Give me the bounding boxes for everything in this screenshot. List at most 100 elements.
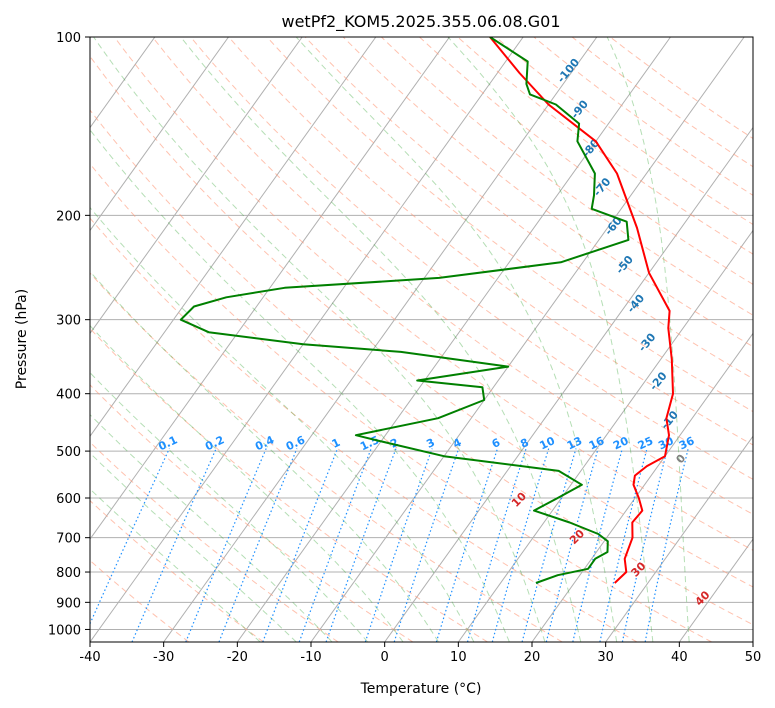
mixing-ratio-line: [466, 448, 527, 642]
mixing-ratio-label: 10: [538, 434, 558, 452]
moist-adiabat: [90, 206, 475, 642]
moist-adiabat: [90, 452, 297, 642]
y-tick-label: 800: [56, 566, 81, 581]
y-tick-label: 300: [56, 314, 81, 329]
dry-adiabat: [533, 37, 753, 196]
dry-adiabat: [90, 327, 488, 642]
x-tick-label: 20: [524, 650, 541, 665]
isotherm--30: [163, 37, 598, 642]
temperature-profile: [489, 37, 674, 584]
moist-adiabat: [90, 488, 261, 642]
mixing-ratio-line: [572, 448, 623, 642]
isotherm-0: [384, 126, 753, 642]
mixing-ratio-label: 20: [611, 434, 631, 452]
dry-adiabat: [571, 37, 753, 168]
x-tick-label: 50: [745, 650, 762, 665]
mixing-ratio-line: [325, 448, 397, 642]
dry-adiabat: [342, 37, 753, 348]
x-tick-label: -40: [79, 650, 100, 665]
mixing-ratio-line: [521, 448, 577, 642]
mixing-ratio-line: [218, 448, 298, 642]
moist-adiabat-label: -30: [636, 330, 659, 354]
mixing-ratio-label: 36: [677, 434, 697, 452]
moist-adiabat: [90, 324, 404, 642]
moist-adiabat: [295, 37, 618, 642]
isotherm--60: [90, 37, 377, 438]
mixing-ratio-line: [262, 448, 339, 642]
isotherm--80: [90, 37, 229, 232]
x-tick-label: 10: [450, 650, 467, 665]
background-lines: [0, 37, 753, 642]
mixing-ratio-line: [599, 448, 648, 642]
mixing-ratio-label: 30: [656, 434, 676, 452]
x-tick-label: -20: [227, 650, 248, 665]
dry-adiabat: [609, 37, 753, 140]
dry-adiabat: [266, 37, 753, 413]
mixing-ratio-label: 0.6: [284, 433, 307, 453]
mixing-ratio-line: [90, 448, 170, 626]
mixing-ratio-label: 1: [330, 436, 342, 451]
mixing-ratio-line: [491, 448, 550, 642]
axes: -40 -30 -20 -10 0 10 20 30 40 5010020030040050060…: [48, 31, 761, 665]
dry-adiabat: [90, 441, 339, 642]
mixing-ratio-line: [435, 448, 499, 642]
mixing-ratio-label: 13: [565, 434, 584, 452]
dry-adiabat-label: 40: [693, 588, 713, 608]
mixing-ratio-label: 6: [490, 436, 503, 451]
dry-adiabat: [90, 384, 414, 642]
x-tick-label: -10: [300, 650, 321, 665]
x-tick-label: 0: [381, 650, 389, 665]
dry-adiabat: [381, 37, 753, 316]
mixing-ratio-label: 0.2: [203, 433, 226, 453]
y-tick-label: 400: [56, 388, 81, 403]
y-tick-label: 100: [56, 31, 81, 46]
mixing-ratio-line: [644, 448, 689, 642]
isotherm--100: [0, 37, 81, 642]
moist-adiabat: [90, 129, 510, 642]
dry-adiabat: [495, 37, 753, 226]
mixing-ratio-line: [185, 448, 267, 642]
dry-adiabat: [90, 217, 638, 642]
mixing-ratio-line: [621, 448, 669, 642]
y-tick-label: 200: [56, 209, 81, 224]
x-axis-label: Temperature (°C): [360, 681, 482, 697]
moist-adiabat-label: -50: [613, 253, 636, 277]
dry-adiabat: [190, 37, 753, 480]
mixing-ratio-label: 4: [451, 436, 464, 451]
dry-adiabat: [90, 109, 753, 626]
profiles: [179, 37, 674, 584]
y-tick-label: 500: [56, 445, 81, 460]
x-tick-label: 30: [597, 650, 614, 665]
moist-adiabat: [90, 413, 333, 642]
dry-adiabat: [90, 500, 264, 642]
x-tick-label: 40: [671, 650, 688, 665]
moist-adiabat: [447, 37, 654, 642]
isotherm-30: [605, 435, 753, 642]
isotherm-40: [678, 538, 753, 642]
moist-adiabat: [90, 371, 369, 642]
dry-adiabat: [457, 37, 753, 255]
moist-adiabat-label: 0: [673, 452, 688, 466]
dry-adiabat: [152, 37, 753, 515]
line-labels: 0.1 0.2 0.4 0.6 1 1.5 2 3 4 6 8 10 13 16 20 25 30 36-100-…: [156, 56, 713, 609]
isotherm--20: [236, 37, 671, 642]
mixing-ratio-label: 0.1: [156, 433, 179, 453]
isotherm-20: [531, 332, 753, 642]
moist-adiabat-label: -100: [555, 56, 583, 86]
isotherm--40: [90, 37, 524, 642]
dry-adiabat: [113, 37, 753, 551]
mixing-ratio-line: [131, 448, 217, 642]
isotherm--70: [90, 37, 303, 335]
dewpoint-profile: [179, 37, 630, 584]
mixing-ratio-label: 16: [587, 434, 607, 452]
y-tick-label: 600: [56, 492, 81, 507]
mixing-ratio-line: [298, 448, 372, 642]
moist-adiabat-label: -80: [580, 136, 603, 160]
y-tick-label: 700: [56, 532, 81, 547]
dry-adiabat: [304, 37, 753, 380]
dry-adiabat: [90, 272, 563, 642]
isotherm-10: [457, 229, 753, 642]
mixing-ratio-label: 3: [424, 436, 436, 451]
y-tick-label: 900: [56, 596, 81, 611]
